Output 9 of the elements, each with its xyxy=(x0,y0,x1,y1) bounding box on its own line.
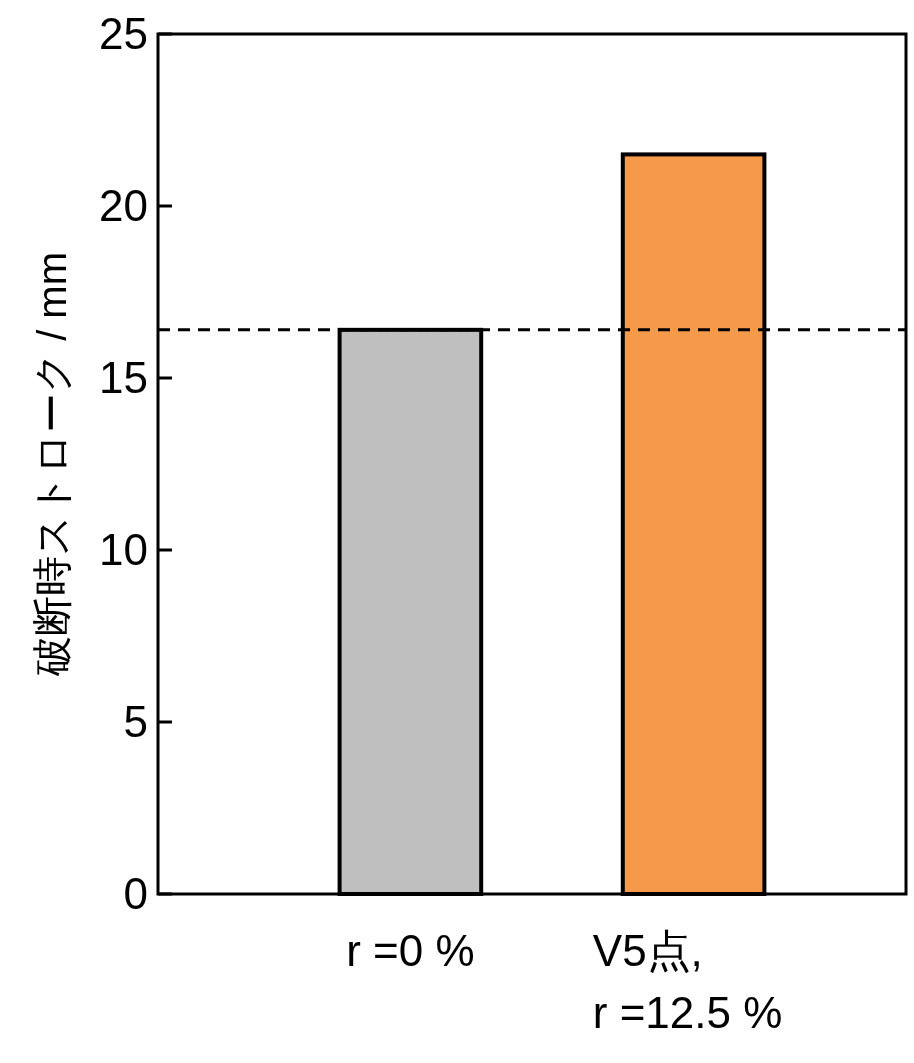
y-axis-title: 破断時ストローク / mm xyxy=(30,252,74,677)
y-tick-label: 20 xyxy=(99,181,148,231)
x-tick-label: r =0 % xyxy=(346,926,475,975)
y-tick-label: 15 xyxy=(99,353,148,403)
y-tick-label: 0 xyxy=(123,869,148,919)
y-tick-label: 25 xyxy=(99,9,148,59)
x-tick-label: V5点, r =12.5 % xyxy=(592,926,783,1037)
y-tick-label: 10 xyxy=(99,525,148,575)
y-tick-label: 5 xyxy=(123,697,148,747)
